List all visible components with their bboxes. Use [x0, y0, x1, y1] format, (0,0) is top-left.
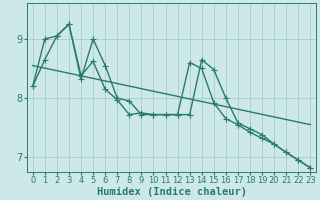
X-axis label: Humidex (Indice chaleur): Humidex (Indice chaleur) [97, 186, 246, 197]
